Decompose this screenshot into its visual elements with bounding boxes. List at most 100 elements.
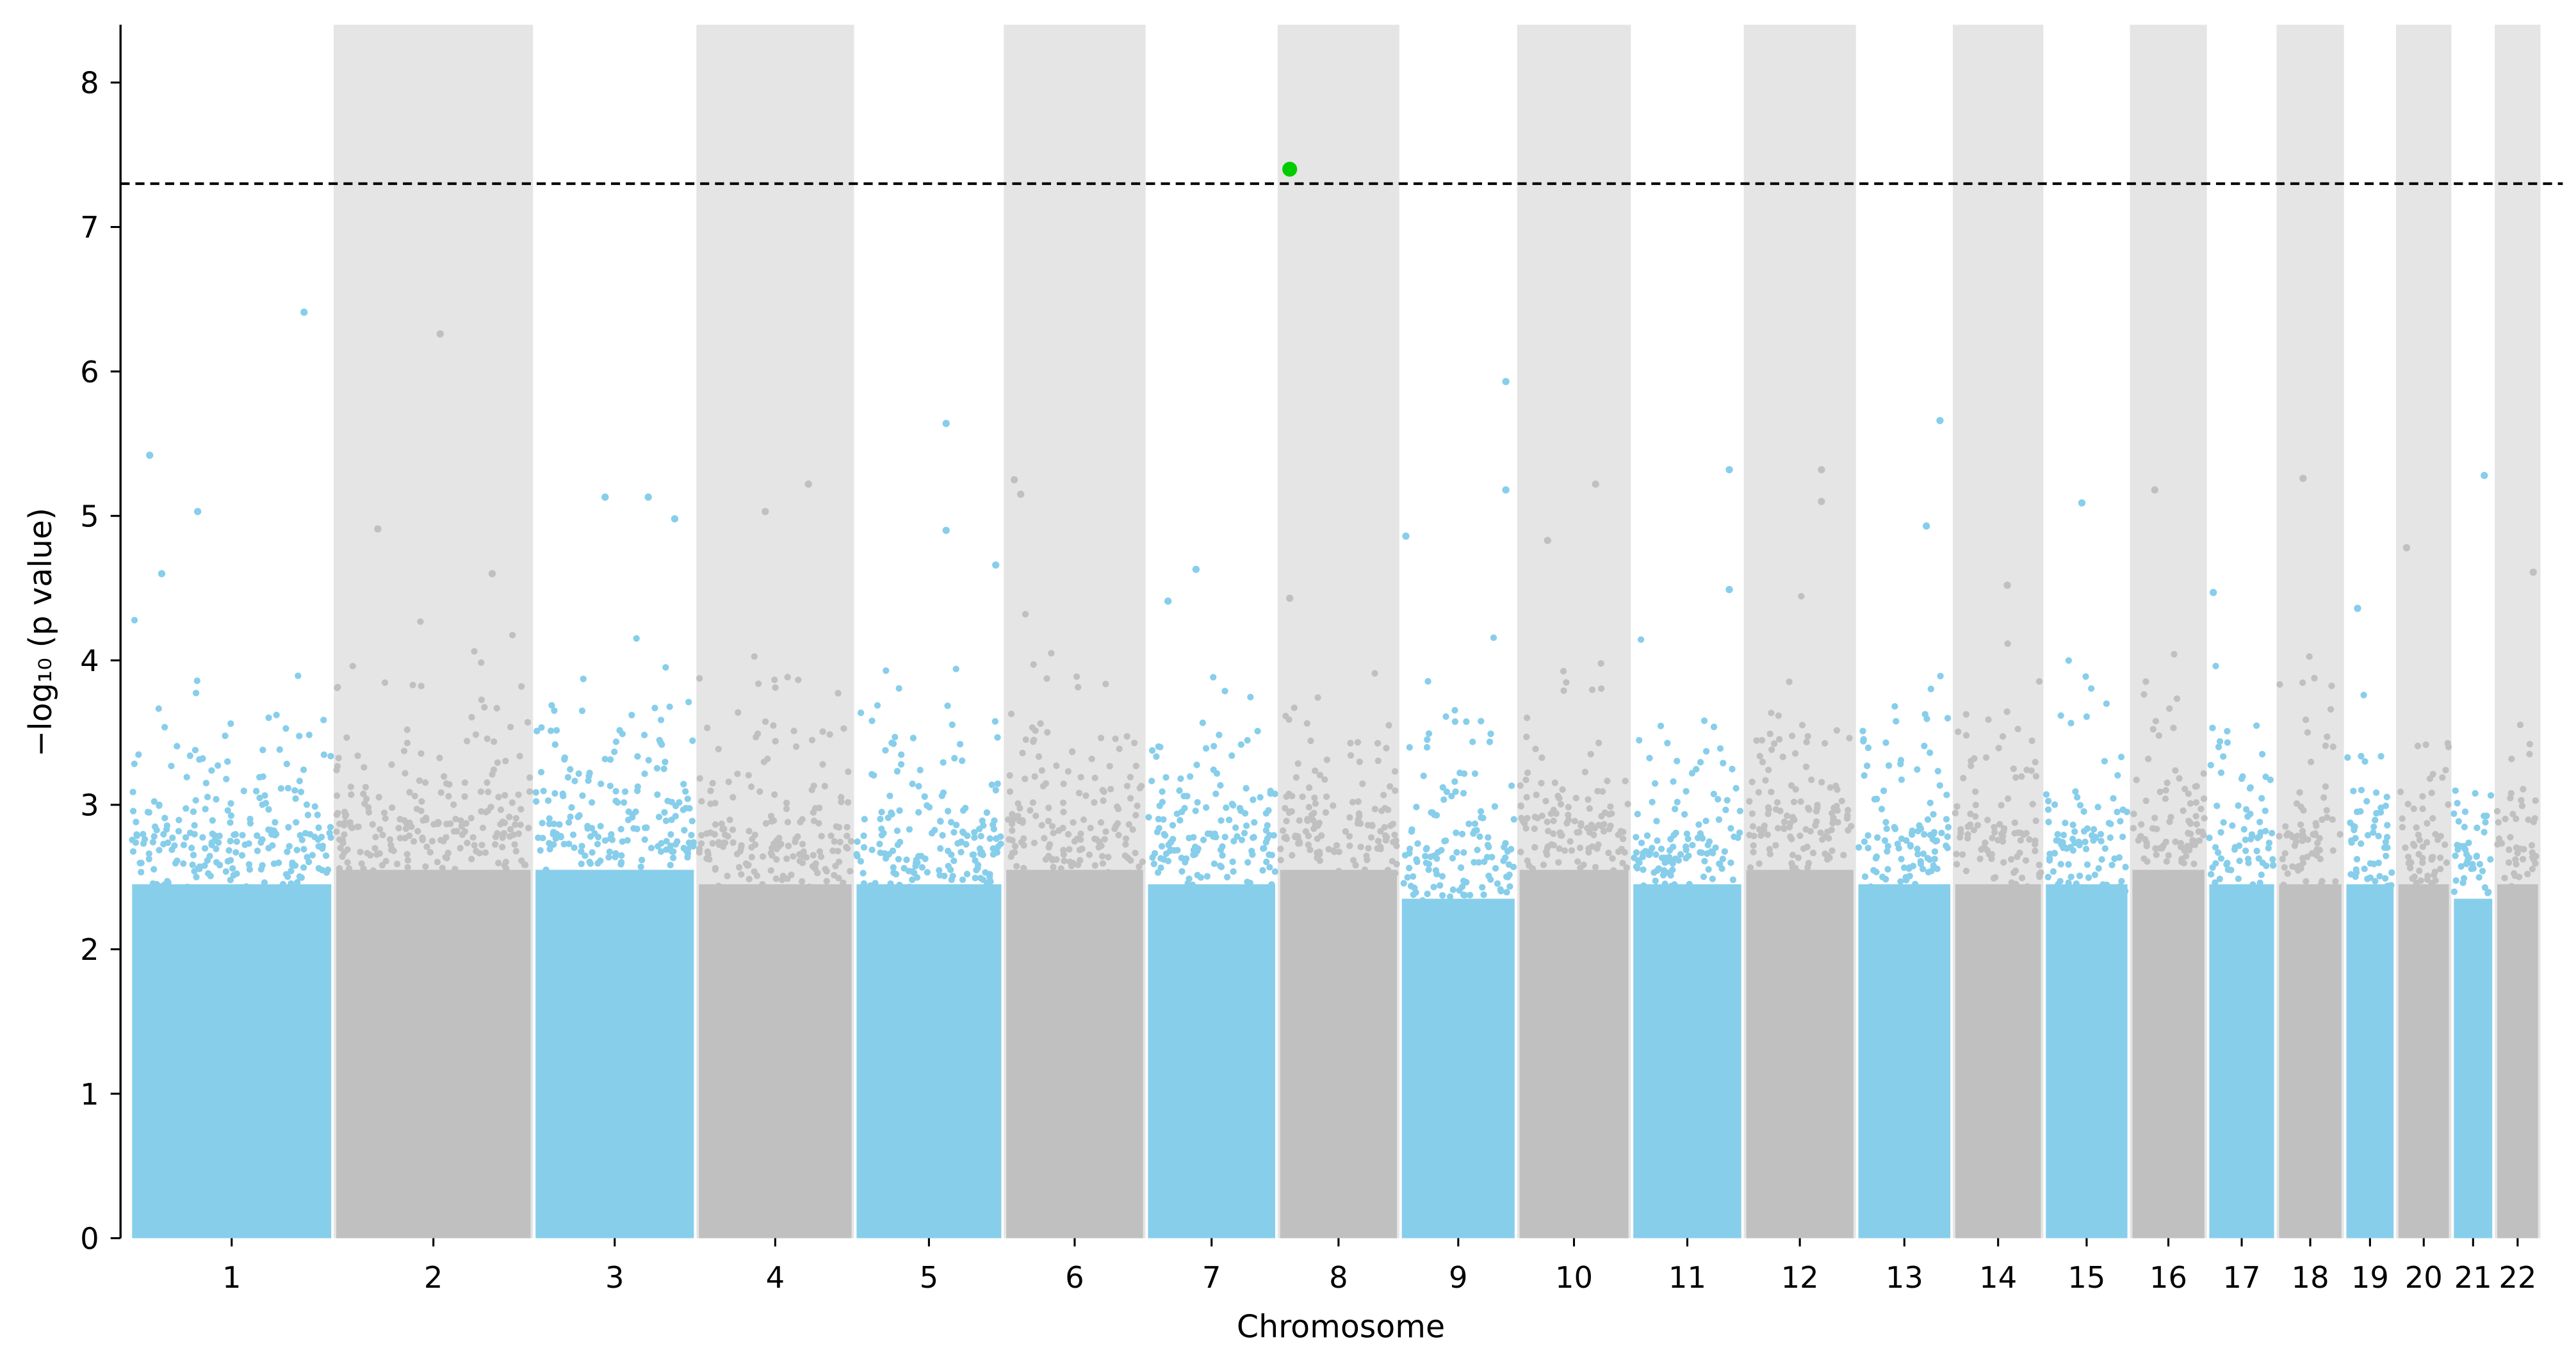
point	[1624, 800, 1631, 807]
point	[348, 791, 355, 799]
y-tick-label: 0	[80, 1221, 99, 1256]
point	[662, 817, 670, 824]
point	[183, 774, 190, 781]
point	[1797, 798, 1804, 806]
point	[2032, 841, 2039, 848]
point	[357, 848, 364, 855]
point	[616, 727, 623, 734]
point	[423, 843, 430, 850]
point	[2200, 831, 2207, 839]
point	[1229, 858, 1236, 865]
point	[2296, 789, 2303, 796]
point	[915, 852, 922, 860]
point	[1356, 812, 1363, 820]
point	[1746, 798, 1753, 805]
point	[2353, 855, 2361, 863]
point	[1230, 868, 1237, 875]
point	[1074, 861, 1082, 868]
point	[259, 801, 266, 808]
point	[940, 759, 947, 766]
top-hit-point	[193, 508, 202, 515]
point	[1178, 808, 1186, 815]
point	[1060, 809, 1067, 816]
point	[663, 838, 670, 845]
point	[567, 813, 574, 820]
point	[1203, 873, 1211, 880]
point	[1442, 837, 1449, 845]
point	[471, 841, 478, 849]
point	[1860, 738, 1867, 745]
point	[1765, 766, 1772, 774]
point	[658, 741, 665, 749]
point	[1305, 841, 1312, 848]
point	[715, 882, 722, 889]
point	[2042, 791, 2050, 798]
point	[1488, 854, 1496, 861]
point	[547, 727, 555, 734]
point	[1039, 782, 1047, 790]
point	[2525, 816, 2532, 823]
point	[886, 792, 893, 800]
point	[897, 761, 905, 768]
point	[1855, 844, 1863, 851]
point	[2114, 808, 2121, 816]
point	[1930, 811, 1937, 818]
point	[411, 792, 418, 800]
point	[822, 866, 829, 873]
point	[877, 815, 884, 823]
point	[971, 829, 978, 836]
point	[1873, 853, 1880, 861]
point	[428, 838, 436, 845]
point	[1766, 845, 1773, 853]
point	[464, 839, 471, 847]
point	[1559, 786, 1566, 793]
point	[2265, 839, 2273, 847]
point	[1623, 864, 1630, 872]
point	[1970, 827, 1978, 834]
point	[2413, 879, 2420, 887]
point	[1927, 685, 1934, 693]
point	[2189, 837, 2196, 844]
point	[1217, 782, 1224, 789]
point	[979, 817, 986, 824]
x-tick-label: 20	[2405, 1260, 2443, 1295]
point	[1354, 820, 1362, 827]
point	[518, 857, 525, 864]
point	[1768, 709, 1775, 717]
point	[2114, 772, 2121, 779]
point	[686, 805, 693, 812]
point	[2442, 766, 2449, 774]
point	[284, 784, 291, 792]
point	[831, 838, 838, 845]
point	[1335, 848, 1342, 855]
point	[1037, 720, 1044, 727]
point	[2350, 823, 2358, 830]
point	[1405, 864, 1413, 872]
point	[1219, 852, 1226, 859]
point	[2032, 847, 2039, 855]
point	[1791, 816, 1798, 823]
point	[334, 763, 341, 770]
point	[1266, 851, 1273, 858]
point	[2323, 807, 2330, 814]
top-hit-point	[2210, 588, 2217, 596]
point	[1550, 817, 1557, 825]
point	[303, 801, 311, 808]
point	[2012, 880, 2019, 888]
point	[1019, 817, 1026, 824]
point	[183, 805, 190, 812]
point	[784, 674, 791, 681]
point	[511, 841, 518, 848]
point	[1594, 788, 1601, 795]
point	[1491, 803, 1499, 810]
point	[477, 788, 485, 795]
point	[1588, 686, 1596, 693]
point	[1243, 784, 1250, 792]
point	[1517, 848, 1524, 855]
point	[304, 854, 311, 861]
point	[2399, 815, 2406, 822]
point	[1870, 866, 1877, 874]
point	[1244, 859, 1251, 866]
point	[746, 827, 753, 835]
point	[1721, 848, 1728, 855]
